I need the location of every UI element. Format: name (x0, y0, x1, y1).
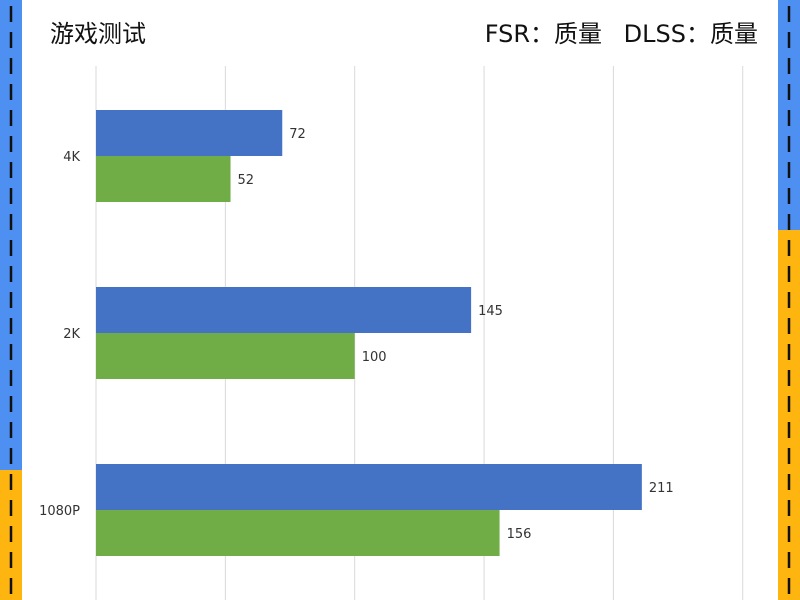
bar (96, 110, 283, 156)
dlss-setting: DLSS：质量 (623, 20, 758, 48)
category-label: 2K (63, 327, 80, 342)
right-strip-yellow (778, 230, 800, 600)
data-label: 156 (507, 527, 532, 542)
bar (96, 287, 472, 333)
data-label: 52 (238, 173, 255, 188)
left-side-strip (0, 0, 22, 600)
category-label: 1080P (39, 504, 80, 519)
page-title: 游戏测试 (50, 20, 146, 48)
left-strip-blue (0, 0, 22, 470)
data-label: 145 (478, 304, 503, 319)
bar (96, 464, 642, 510)
fsr-setting: FSR：质量 (484, 20, 603, 48)
quality-settings: FSR：质量 DLSS：质量 (485, 14, 758, 49)
bar (96, 510, 500, 556)
bar (96, 333, 355, 379)
data-label: 211 (649, 481, 674, 496)
right-side-strip (778, 0, 800, 600)
bar (96, 156, 231, 202)
category-label: 4K (63, 150, 80, 165)
data-label: 72 (289, 127, 306, 142)
data-label: 100 (362, 350, 387, 365)
